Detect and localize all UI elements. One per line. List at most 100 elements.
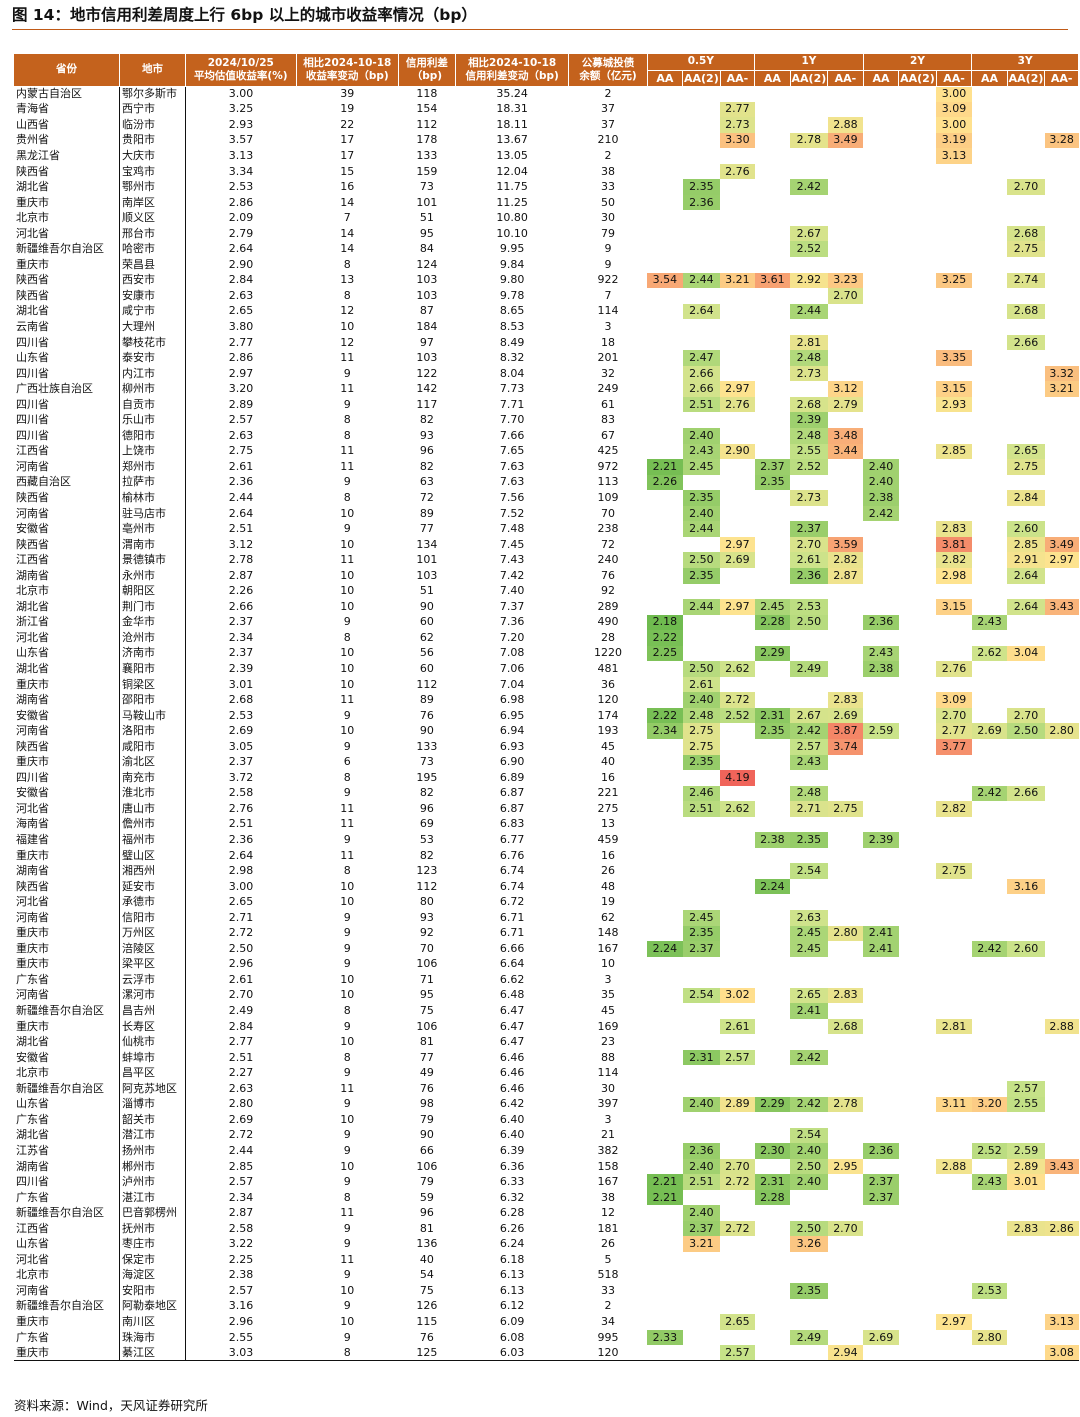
cell-province: 安徽省 <box>14 707 121 724</box>
cell-3y-aa-minus <box>1045 739 1079 755</box>
table-row: 广东省 珠海市 2.55 9 76 6.08 995 2.33 2.49 2.69 2.80 <box>14 1329 1079 1346</box>
table-row: 重庆市 长寿区 2.84 9 106 6.47 169 2.61 2.68 2.81 2.88 <box>14 1018 1079 1035</box>
cell-0-5y-aa2: 2.44 <box>682 272 721 289</box>
cell-2y-aa <box>863 599 899 615</box>
cell-1y-aa2: 2.67 <box>790 707 828 724</box>
cell-0-5y-aa <box>647 568 683 584</box>
cell-1y-aa2 <box>790 1252 828 1268</box>
cell-1y-aa-minus <box>828 786 864 802</box>
table-row: 陕西省 延安市 3.00 10 112 6.74 48 2.24 3.16 <box>14 878 1079 895</box>
cell-spread: 77 <box>419 522 434 536</box>
cell-1y-aa2: 2.35 <box>790 1283 828 1299</box>
cell-3y-aa2 <box>1007 1128 1045 1144</box>
cell-3y-aa: 2.43 <box>971 1174 1008 1190</box>
cell-2y-aa <box>863 179 899 195</box>
cell-2y-aa-minus <box>936 304 972 320</box>
cell-3y-aa-minus <box>1045 1252 1079 1268</box>
cell-2y-aa <box>863 1112 899 1128</box>
cell-spread-change: 6.72 <box>499 895 525 909</box>
cell-1y-aa <box>755 1081 791 1097</box>
cell-0-5y-aa2 <box>683 241 721 257</box>
table-row: 新疆维吾尔自治区 阿克苏地区 2.63 11 76 6.46 30 2.57 <box>14 1081 1079 1097</box>
cell-0-5y-aa <box>647 521 683 537</box>
cell-3y-aa-minus <box>1045 630 1079 646</box>
table-row: 湖北省 仙桃市 2.77 10 81 6.47 23 <box>14 1034 1079 1050</box>
cell-province: 湖南省 <box>14 692 121 708</box>
cell-2y-aa: 2.37 <box>863 1189 899 1206</box>
cell-1y-aa2 <box>790 1205 828 1221</box>
cell-province: 新疆维吾尔自治区 <box>14 241 121 258</box>
table-row: 山东省 淄博市 2.80 9 98 6.42 397 2.40 2.89 2.29 2.42 2.78… <box>14 1096 1079 1113</box>
cell-3y-aa-minus <box>1045 1034 1079 1050</box>
cell-1y-aa: 2.31 <box>754 707 791 724</box>
cell-0-5y-aa-minus: 4.19 <box>720 770 755 786</box>
cell-3y-aa <box>972 381 1008 397</box>
cell-city: 安康市 <box>119 288 186 304</box>
cell-avg-yield: 2.65 <box>228 304 254 318</box>
cell-0-5y-aa2 <box>683 335 721 351</box>
cell-2y-aa <box>863 1345 899 1362</box>
cell-3y-aa2 <box>1007 210 1045 226</box>
cell-yield-change: 10 <box>340 895 355 909</box>
cell-2y-aa-minus <box>936 179 972 195</box>
table-row: 陕西省 榆林市 2.44 8 72 7.56 109 2.35 2.73 2.38 2.84 <box>14 490 1079 506</box>
cell-spread-change: 6.47 <box>499 1004 525 1018</box>
cell-avg-yield: 2.09 <box>228 211 254 225</box>
cell-yield-change: 9 <box>343 708 351 722</box>
cell-3y-aa <box>972 832 1008 848</box>
cell-avg-yield: 2.38 <box>228 1268 254 1282</box>
cell-0-5y-aa <box>647 661 683 677</box>
cell-3y-aa <box>972 1190 1008 1206</box>
cell-city: 自贡市 <box>119 396 186 413</box>
cell-avg-yield: 2.93 <box>228 117 254 131</box>
cell-0-5y-aa-minus <box>720 1065 755 1081</box>
cell-yield-change: 10 <box>340 988 355 1002</box>
cell-0-5y-aa2: 2.37 <box>682 1220 721 1237</box>
cell-2y-aa: 2.41 <box>863 941 899 957</box>
cell-3y-aa <box>972 739 1008 755</box>
cell-spread-change: 13.05 <box>496 148 528 162</box>
cell-1y-aa-minus <box>828 319 864 335</box>
cell-yield-change: 10 <box>340 646 355 660</box>
cell-spread-change: 6.89 <box>499 770 525 784</box>
cell-spread: 89 <box>419 506 434 520</box>
cell-2y-aa <box>863 241 899 257</box>
cell-balance: 30 <box>601 211 616 225</box>
cell-province: 陕西省 <box>14 536 121 553</box>
cell-2y-aa-minus <box>936 1081 972 1097</box>
cell-0-5y-aa <box>647 133 683 149</box>
cell-2y-aa: 2.39 <box>863 832 899 848</box>
cell-0-5y-aa2: 2.54 <box>682 987 721 1004</box>
cell-city: 亳州市 <box>119 521 186 537</box>
cell-province: 安徽省 <box>14 521 121 537</box>
cell-0-5y-aa-minus <box>720 1003 755 1019</box>
table-row: 河北省 承德市 2.65 10 80 6.72 19 <box>14 894 1079 910</box>
cell-1y-aa-minus <box>828 475 864 491</box>
cell-2y-aa-minus <box>936 1174 972 1190</box>
table-row: 北京市 海淀区 2.38 9 54 6.13 518 <box>14 1267 1079 1284</box>
cell-spread: 142 <box>416 382 438 396</box>
cell-1y-aa <box>755 1299 791 1315</box>
cell-2y-aa2 <box>899 475 937 491</box>
cell-3y-aa-minus <box>1045 350 1079 366</box>
cell-balance: 481 <box>597 662 619 675</box>
cell-2y-aa2 <box>899 241 937 257</box>
cell-0-5y-aa <box>647 179 683 195</box>
cell-province: 重庆市 <box>14 1314 121 1330</box>
cell-3y-aa-minus <box>1045 1050 1079 1066</box>
cell-balance: 249 <box>597 382 619 396</box>
header-spread: 信用利差 （bp) <box>398 54 456 87</box>
cell-3y-aa <box>972 677 1008 693</box>
cell-1y-aa-minus: 3.23 <box>827 272 864 289</box>
table-row: 四川省 德阳市 2.63 8 93 7.66 67 2.40 2.48 3.48 <box>14 428 1079 444</box>
cell-0-5y-aa-minus <box>720 1034 755 1050</box>
cell-balance: 79 <box>601 226 616 240</box>
cell-spread: 93 <box>419 910 434 924</box>
cell-1y-aa2: 2.50 <box>790 1158 828 1175</box>
cell-2y-aa <box>863 86 899 102</box>
cell-city: 南川区 <box>119 1314 186 1330</box>
cell-balance: 167 <box>597 941 619 955</box>
cell-3y-aa <box>972 412 1008 428</box>
header-rating-aa-minus: AA- <box>1044 70 1079 87</box>
cell-yield-change: 9 <box>343 1221 351 1235</box>
